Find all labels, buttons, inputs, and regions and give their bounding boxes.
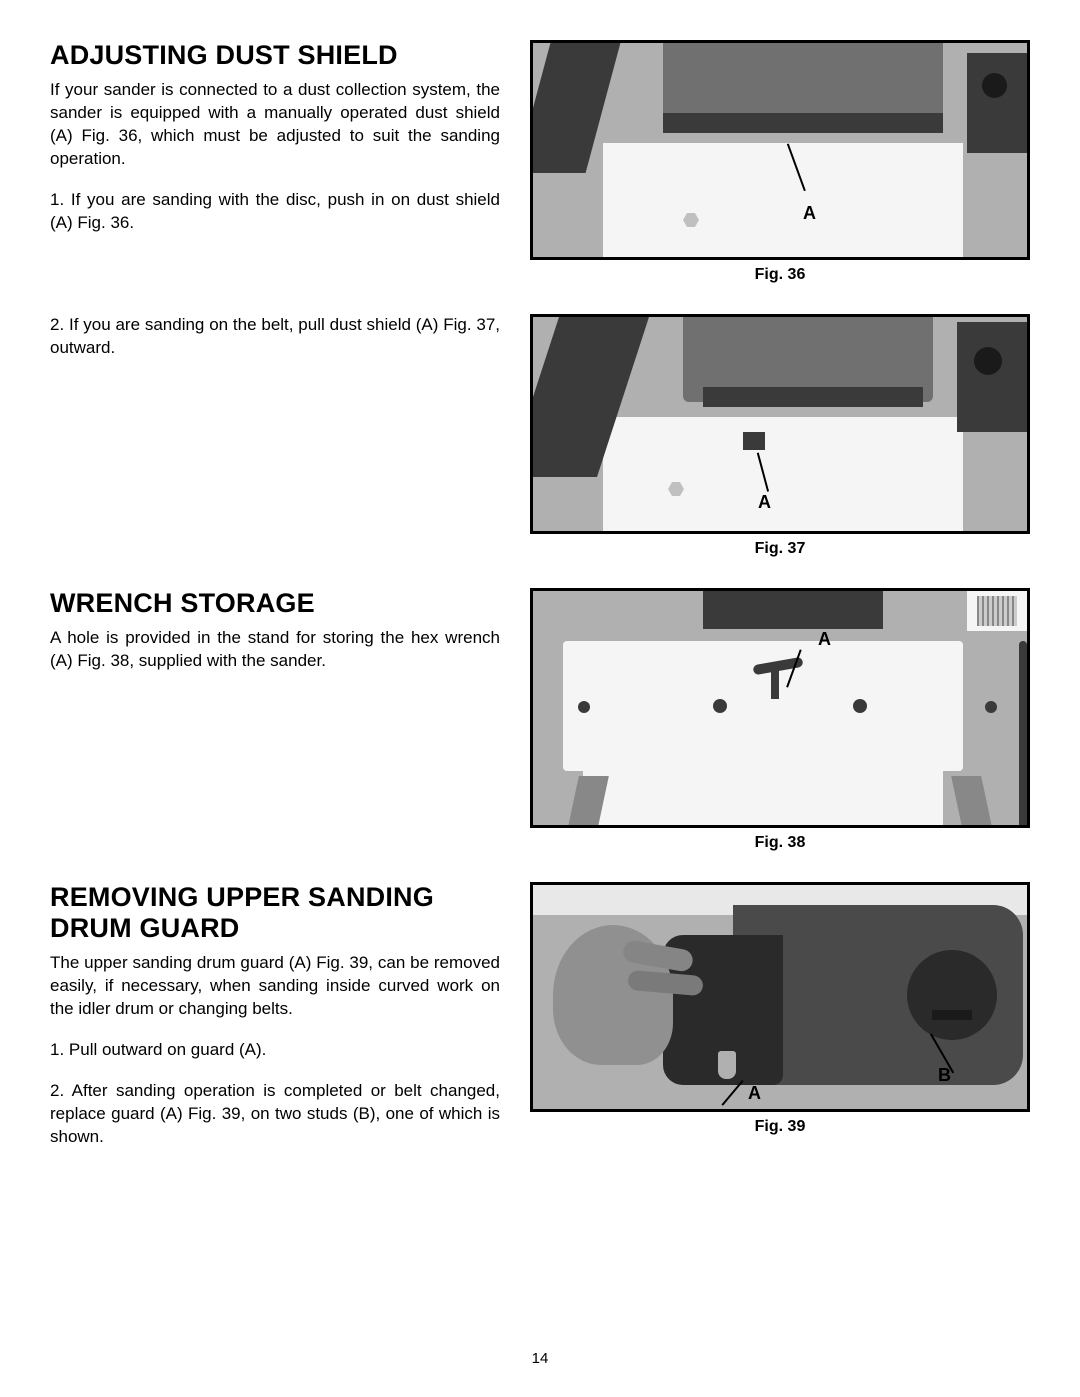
text-column: ADJUSTING DUST SHIELD If your sander is … [50, 40, 530, 253]
label-a: A [818, 629, 831, 650]
section-dust-shield: ADJUSTING DUST SHIELD If your sander is … [50, 40, 1030, 284]
intro-text: A hole is provided in the stand for stor… [50, 627, 500, 673]
section-drum-guard: REMOVING UPPER SANDING DRUM GUARD The up… [50, 882, 1030, 1167]
figure-36: A [530, 40, 1030, 260]
fig-39-caption: Fig. 39 [530, 1118, 1030, 1136]
text-column: WRENCH STORAGE A hole is provided in the… [50, 588, 530, 691]
step-1-text: 1. Pull outward on guard (A). [50, 1039, 500, 1062]
figure-column: A B Fig. 39 [530, 882, 1030, 1136]
fig-36-caption: Fig. 36 [530, 266, 1030, 284]
intro-text: The upper sanding drum guard (A) Fig. 39… [50, 952, 500, 1021]
figure-38: A [530, 588, 1030, 828]
fig-37-caption: Fig. 37 [530, 540, 1030, 558]
figure-39: A B [530, 882, 1030, 1112]
figure-column: A Fig. 36 [530, 40, 1030, 284]
section-wrench-storage: WRENCH STORAGE A hole is provided in the… [50, 588, 1030, 852]
text-column: 2. If you are sanding on the belt, pull … [50, 314, 530, 378]
label-b: B [938, 1065, 951, 1086]
page-number: 14 [532, 1350, 549, 1367]
figure-column: A Fig. 37 [530, 314, 1030, 558]
step-1-text: 1. If you are sanding with the disc, pus… [50, 189, 500, 235]
intro-text: If your sander is connected to a dust co… [50, 79, 500, 171]
step-2-text: 2. If you are sanding on the belt, pull … [50, 314, 500, 360]
fig-38-caption: Fig. 38 [530, 834, 1030, 852]
label-a: A [803, 203, 816, 224]
heading-drum-guard: REMOVING UPPER SANDING DRUM GUARD [50, 882, 500, 944]
step-2-text: 2. After sanding operation is completed … [50, 1080, 500, 1149]
heading-dust-shield: ADJUSTING DUST SHIELD [50, 40, 500, 71]
figure-column: A Fig. 38 [530, 588, 1030, 852]
section-dust-shield-step2: 2. If you are sanding on the belt, pull … [50, 314, 1030, 558]
label-a: A [748, 1083, 761, 1104]
heading-wrench-storage: WRENCH STORAGE [50, 588, 500, 619]
label-a: A [758, 492, 771, 513]
text-column: REMOVING UPPER SANDING DRUM GUARD The up… [50, 882, 530, 1167]
figure-37: A [530, 314, 1030, 534]
